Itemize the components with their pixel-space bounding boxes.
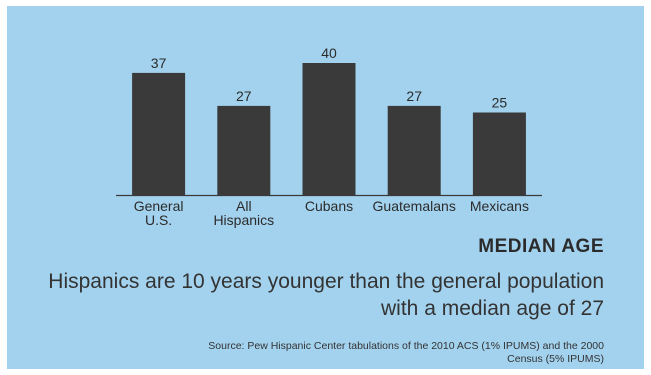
- median-age-bar-chart: 37 27 40 27 25 General U.S. All Hispanics Cubans…: [116, 45, 542, 228]
- bar-0: [132, 72, 186, 195]
- bar-4: [472, 112, 526, 195]
- bar-2: [302, 63, 356, 195]
- value-labels-group: 37 27 40 27 25: [151, 45, 508, 111]
- headline-text: Hispanics are 10 years younger than the …: [48, 270, 604, 320]
- bar-1: [217, 105, 271, 195]
- source-note: Source: Pew Hispanic Center tabulations …: [208, 340, 604, 365]
- value-label-2: 40: [321, 45, 337, 61]
- category-label-0: General U.S.: [134, 198, 184, 228]
- infographic-panel: 37 27 40 27 25 General U.S. All Hispanics Cubans…: [7, 6, 644, 369]
- category-label-3: Guatemalans: [373, 198, 456, 214]
- category-label-4: Mexicans: [470, 198, 529, 214]
- value-label-0: 37: [151, 55, 167, 71]
- chart-title: MEDIAN AGE: [478, 236, 604, 257]
- value-label-4: 25: [492, 95, 508, 111]
- value-label-3: 27: [406, 88, 422, 104]
- category-label-1: All Hispanics: [213, 198, 274, 228]
- bar-3: [387, 105, 441, 195]
- bars-group: [132, 63, 526, 195]
- value-label-1: 27: [236, 88, 252, 104]
- category-labels-group: General U.S. All Hispanics Cubans Guatemalans…: [134, 198, 529, 228]
- category-label-2: Cubans: [305, 198, 353, 214]
